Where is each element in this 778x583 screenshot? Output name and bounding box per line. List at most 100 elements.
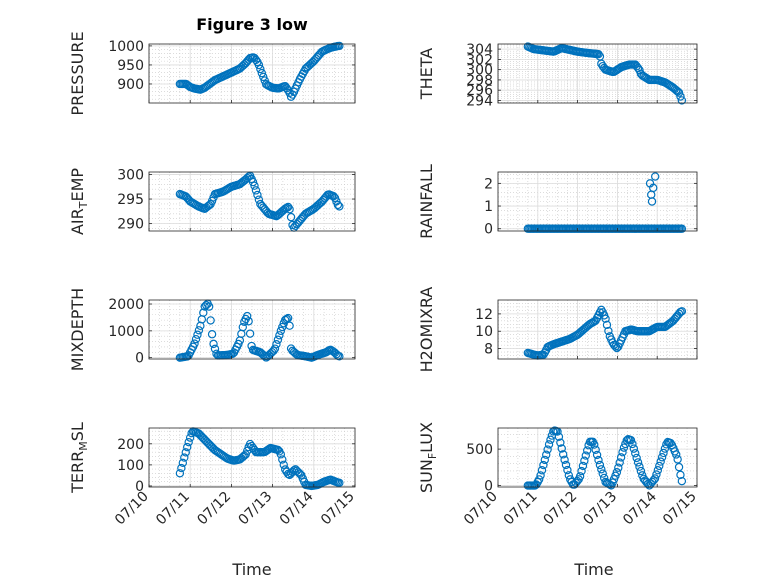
data-point bbox=[245, 329, 255, 338]
y-axis-label: SUNFLUX bbox=[417, 422, 439, 493]
data-point bbox=[544, 440, 554, 449]
data-point bbox=[577, 466, 586, 476]
data-point bbox=[253, 190, 262, 200]
axes-box bbox=[148, 171, 356, 232]
data-point bbox=[539, 460, 548, 470]
data-point bbox=[242, 311, 252, 321]
data-point bbox=[207, 330, 217, 339]
data-point bbox=[184, 437, 193, 447]
data-point bbox=[667, 317, 677, 326]
data-point bbox=[628, 439, 637, 449]
data-point bbox=[259, 72, 268, 82]
data-point bbox=[612, 468, 622, 477]
data-point bbox=[278, 455, 287, 464]
data-point bbox=[557, 444, 566, 453]
data-point bbox=[647, 197, 657, 206]
figure-title: Figure 3 low bbox=[196, 15, 308, 34]
data-point bbox=[563, 465, 572, 475]
data-point bbox=[677, 476, 687, 486]
y-tick-label: 1 bbox=[484, 199, 493, 215]
data-point bbox=[581, 451, 590, 460]
x-tick-label: 07/14 bbox=[277, 488, 317, 528]
data-point bbox=[561, 460, 571, 470]
data-point bbox=[631, 449, 640, 458]
axes-box bbox=[497, 43, 698, 104]
data-point bbox=[649, 183, 658, 193]
data-point bbox=[650, 474, 660, 483]
y-tick-label: 900 bbox=[117, 77, 144, 93]
data-point bbox=[632, 453, 641, 463]
data-point bbox=[279, 460, 288, 469]
x-tick-label: 07/13 bbox=[580, 489, 620, 529]
data-point bbox=[626, 436, 636, 445]
data-point bbox=[618, 448, 627, 457]
data-point bbox=[657, 453, 667, 462]
y-tick-label: 296 bbox=[466, 83, 493, 99]
data-point bbox=[616, 453, 626, 462]
data-point bbox=[256, 64, 265, 74]
data-point bbox=[635, 462, 644, 471]
y-tick-label: 10 bbox=[475, 324, 493, 340]
data-point bbox=[206, 316, 215, 325]
data-point bbox=[598, 469, 607, 478]
y-tick-label: 1000 bbox=[108, 324, 144, 340]
y-axis-label: THETA bbox=[417, 48, 436, 100]
y-tick-label: 0 bbox=[135, 479, 144, 495]
data-point bbox=[251, 186, 261, 195]
data-point bbox=[282, 314, 291, 324]
data-point bbox=[180, 453, 189, 462]
data-point bbox=[335, 352, 344, 361]
y-tick-label: 295 bbox=[117, 192, 144, 208]
y-tick-label: 304 bbox=[466, 42, 493, 58]
data-point bbox=[674, 309, 684, 318]
y-tick-label: 302 bbox=[466, 52, 493, 68]
data-point bbox=[652, 470, 661, 479]
data-point bbox=[676, 92, 685, 101]
data-point bbox=[181, 448, 190, 457]
axes-box bbox=[497, 171, 698, 232]
y-axis-label: H2OMIXRA bbox=[417, 287, 436, 373]
data-point bbox=[560, 455, 569, 464]
data-point bbox=[257, 68, 267, 78]
data-point bbox=[276, 326, 286, 336]
data-point bbox=[546, 435, 555, 444]
data-point bbox=[276, 450, 286, 459]
data-point bbox=[556, 438, 565, 447]
axes-box bbox=[497, 299, 698, 360]
y-tick-label: 1000 bbox=[108, 39, 144, 55]
x-tick-label: 07/10 bbox=[461, 489, 501, 529]
data-point bbox=[335, 202, 344, 211]
data-point bbox=[591, 445, 600, 454]
data-point bbox=[238, 322, 247, 332]
data-point bbox=[204, 201, 214, 210]
data-point bbox=[286, 212, 296, 222]
data-point bbox=[672, 450, 681, 459]
y-tick-label: 0 bbox=[484, 479, 493, 495]
data-point bbox=[200, 302, 209, 311]
data-point bbox=[335, 41, 344, 51]
data-point bbox=[651, 172, 660, 181]
y-axis-label: TERRMSL bbox=[68, 422, 90, 494]
data-point bbox=[283, 313, 293, 323]
data-point bbox=[614, 463, 623, 472]
data-point bbox=[263, 352, 272, 361]
subplot-3: 290 295 300 AIRTEMP bbox=[68, 167, 356, 235]
data-point bbox=[542, 450, 551, 459]
x-axis-label-left: Time bbox=[231, 560, 271, 579]
data-point bbox=[590, 440, 599, 449]
data-point bbox=[307, 59, 316, 68]
data-point bbox=[275, 331, 284, 340]
x-tick-label: 07/11 bbox=[501, 489, 541, 529]
data-point bbox=[273, 445, 283, 455]
y-tick-label: 0 bbox=[484, 222, 493, 238]
data-point bbox=[636, 466, 646, 476]
data-point bbox=[210, 344, 220, 354]
data-point bbox=[633, 458, 643, 467]
subplot-1: 900 950 1000 PRESSURE bbox=[68, 31, 356, 116]
data-point bbox=[592, 450, 602, 460]
data-point bbox=[619, 443, 629, 452]
data-point bbox=[629, 444, 639, 453]
data-point bbox=[335, 478, 344, 487]
